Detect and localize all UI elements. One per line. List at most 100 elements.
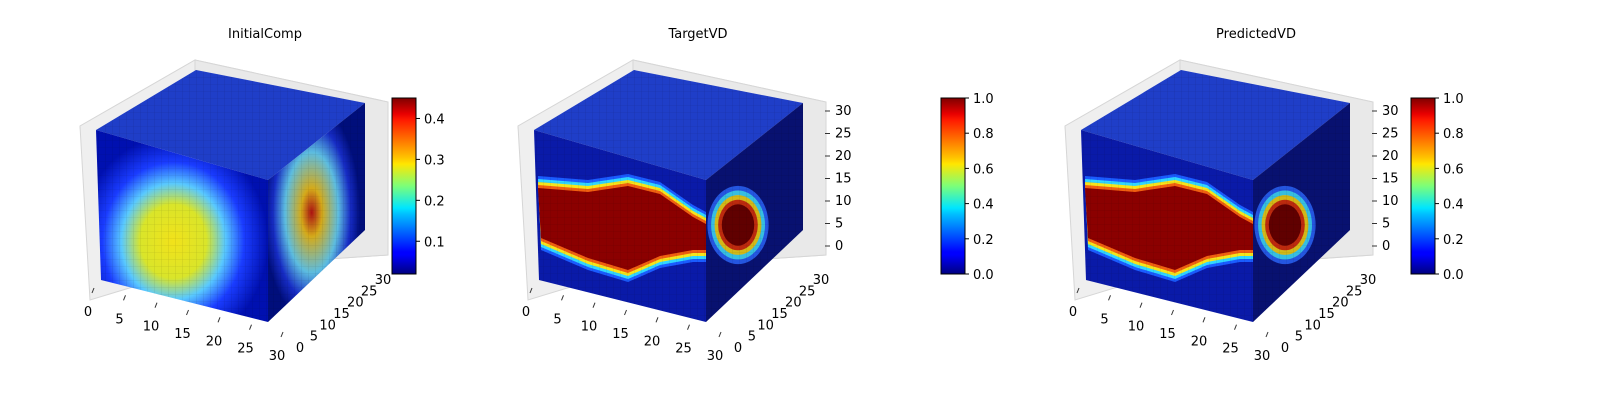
colorbar-gradient bbox=[940, 97, 966, 275]
z-tick-label: 10 bbox=[835, 194, 852, 209]
z-tick-label: 20 bbox=[1382, 149, 1399, 164]
x-tick-mark bbox=[154, 302, 158, 308]
x-tick-label: 15 bbox=[1159, 327, 1176, 342]
colorbar-tick-label: 0.2 bbox=[424, 194, 445, 209]
cube-side-grid bbox=[706, 103, 803, 322]
x-tick-label: 15 bbox=[612, 327, 629, 342]
cube-side-grid bbox=[1253, 103, 1350, 322]
x-tick-mark bbox=[624, 309, 627, 316]
x-tick-label: 0 bbox=[1069, 305, 1077, 320]
y-tick-label: 25 bbox=[1346, 284, 1363, 299]
colorbar: 0.0 0.2 0.4 0.6 0.8 1.0 bbox=[1410, 92, 1464, 283]
colorbar-gradient bbox=[391, 97, 417, 275]
y-tick-label: 30 bbox=[375, 273, 392, 288]
z-tick-label: 15 bbox=[835, 172, 852, 187]
x-tick-mark bbox=[280, 331, 284, 338]
x-tick-mark bbox=[687, 324, 690, 330]
colorbar-gradient bbox=[1410, 97, 1436, 275]
x-tick-label: 10 bbox=[143, 320, 160, 335]
x-tick-label: 5 bbox=[1100, 312, 1108, 327]
panel-initialcomp: 0 5 10 15 20 25 30051015202530InitialComp0.10.… bbox=[79, 27, 445, 364]
x-tick-mark bbox=[718, 331, 722, 338]
z-tick-label: 30 bbox=[1382, 104, 1399, 119]
colorbar-tick-label: 0.4 bbox=[424, 112, 445, 127]
chart-title: PredictedVD bbox=[1216, 27, 1296, 42]
x-tick-mark bbox=[529, 287, 533, 294]
x-tick-mark bbox=[91, 287, 95, 294]
y-tick-label: 5 bbox=[310, 330, 318, 345]
colorbar-tick-label: 0.4 bbox=[1443, 198, 1464, 213]
panel-predictedvd: 0 5 10 15 20 25 30051015202530051015202530Pred… bbox=[1064, 27, 1464, 364]
colorbar-tick-label: 0.4 bbox=[973, 198, 994, 213]
z-tick-label: 5 bbox=[1382, 217, 1390, 232]
y-tick-label: 5 bbox=[1295, 330, 1303, 345]
colorbar: 0.1 0.2 0.3 0.4 bbox=[391, 97, 445, 275]
cube-top-grid bbox=[96, 70, 365, 180]
z-tick-label: 20 bbox=[835, 149, 852, 164]
colorbar: 0.0 0.2 0.4 0.6 0.8 1.0 bbox=[940, 92, 994, 283]
x-tick-label: 0 bbox=[522, 305, 530, 320]
chart-title: InitialComp bbox=[228, 27, 302, 42]
cube-top-grid bbox=[1081, 70, 1350, 180]
x-tick-label: 10 bbox=[1128, 320, 1145, 335]
y-tick-label: 25 bbox=[799, 284, 816, 299]
x-tick-mark bbox=[655, 317, 659, 323]
x-tick-mark bbox=[217, 317, 221, 323]
z-tick-label: 10 bbox=[1382, 194, 1399, 209]
colorbar-tick-label: 0.3 bbox=[424, 153, 445, 168]
cube-front-grid bbox=[1081, 130, 1253, 322]
x-tick-label: 20 bbox=[1191, 334, 1208, 349]
x-tick-label: 5 bbox=[115, 312, 123, 327]
cube-front-grid bbox=[96, 130, 268, 322]
x-tick-mark bbox=[561, 295, 564, 301]
cube-top-grid bbox=[534, 70, 803, 180]
cube-side-grid bbox=[268, 103, 365, 322]
x-tick-label: 30 bbox=[269, 349, 286, 364]
z-tick-label: 25 bbox=[1382, 127, 1399, 142]
x-tick-mark bbox=[592, 302, 596, 308]
y-tick-label: 20 bbox=[1332, 296, 1349, 311]
x-tick-mark bbox=[123, 295, 126, 301]
z-tick-label: 0 bbox=[835, 239, 843, 254]
y-tick-label: 30 bbox=[813, 273, 830, 288]
colorbar-tick-label: 1.0 bbox=[1443, 92, 1464, 107]
colorbar-tick-label: 0.0 bbox=[1443, 268, 1464, 283]
colorbar-tick-label: 0.8 bbox=[973, 127, 994, 142]
cube-side-shade bbox=[1253, 103, 1350, 322]
x-tick-label: 15 bbox=[174, 327, 191, 342]
cube-side-shade bbox=[706, 103, 803, 322]
x-tick-label: 25 bbox=[1222, 342, 1239, 357]
z-tick-label: 25 bbox=[835, 127, 852, 142]
x-tick-mark bbox=[1234, 324, 1237, 330]
y-tick-label: 0 bbox=[296, 341, 304, 356]
x-tick-label: 25 bbox=[237, 342, 254, 357]
colorbar-tick-label: 0.8 bbox=[1443, 127, 1464, 142]
x-tick-label: 30 bbox=[1254, 349, 1271, 364]
y-tick-label: 30 bbox=[1360, 273, 1377, 288]
z-tick-label: 0 bbox=[1382, 239, 1390, 254]
x-tick-label: 5 bbox=[553, 312, 561, 327]
chart-title: TargetVD bbox=[667, 27, 727, 42]
colorbar-tick-label: 1.0 bbox=[973, 92, 994, 107]
y-tick-label: 25 bbox=[361, 284, 378, 299]
y-tick-label: 5 bbox=[748, 330, 756, 345]
y-tick-label: 10 bbox=[757, 318, 774, 333]
x-tick-mark bbox=[1265, 331, 1269, 338]
cube-side-shade bbox=[268, 103, 365, 322]
x-tick-mark bbox=[186, 309, 189, 316]
y-tick-label: 0 bbox=[734, 341, 742, 356]
y-tick-label: 20 bbox=[785, 296, 802, 311]
colorbar-tick-label: 0.0 bbox=[973, 268, 994, 283]
colorbar-tick-label: 0.2 bbox=[1443, 233, 1464, 248]
colorbar-tick-label: 0.1 bbox=[424, 235, 445, 250]
y-tick-label: 15 bbox=[771, 307, 788, 322]
z-tick-label: 30 bbox=[835, 104, 852, 119]
x-tick-mark bbox=[249, 324, 252, 330]
x-tick-mark bbox=[1108, 295, 1111, 301]
panel-targetvd: 0 5 10 15 20 25 30051015202530051015202530Targ… bbox=[517, 27, 994, 364]
x-tick-mark bbox=[1076, 287, 1080, 294]
colorbar-tick-label: 0.6 bbox=[973, 162, 994, 177]
y-tick-label: 10 bbox=[1304, 318, 1321, 333]
colorbar-tick-label: 0.6 bbox=[1443, 162, 1464, 177]
